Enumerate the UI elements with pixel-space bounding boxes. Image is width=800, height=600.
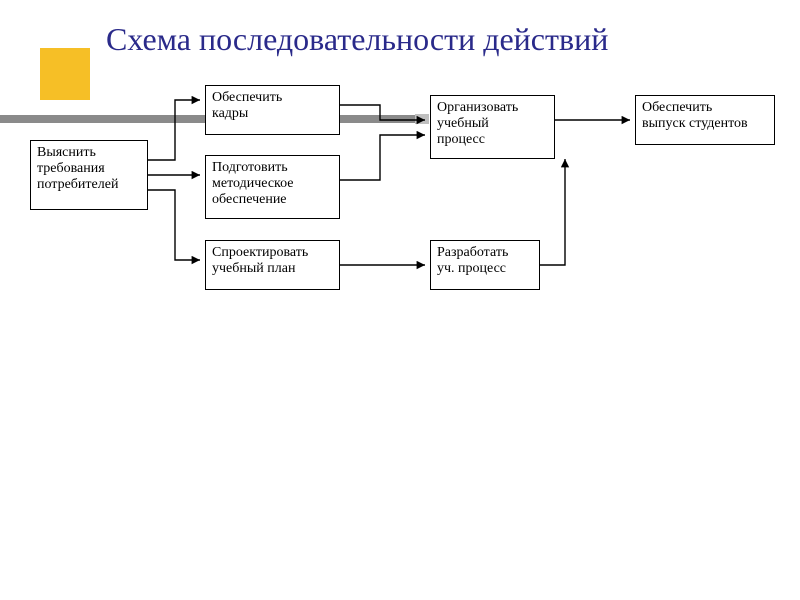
node-develop-process: Разработатьуч. процесс	[430, 240, 540, 290]
node-text-line: выпуск студентов	[642, 116, 768, 132]
deco-yellow-block	[40, 48, 90, 100]
edge-e3	[148, 190, 200, 260]
edge-e5	[340, 135, 425, 180]
node-requirements: Выяснитьтребованияпотребителей	[30, 140, 148, 210]
node-text-line: Обеспечить	[212, 90, 333, 106]
node-text-line: обеспечение	[212, 192, 333, 208]
node-text-line: Выяснить	[37, 145, 141, 161]
flow-arrows	[0, 0, 800, 600]
node-text-line: уч. процесс	[437, 261, 533, 277]
node-text-line: требования	[37, 161, 141, 177]
node-text-line: методическое	[212, 176, 333, 192]
node-organize-process: Организоватьучебныйпроцесс	[430, 95, 555, 159]
node-text-line: кадры	[212, 106, 333, 122]
diagram-stage: { "title": { "text": "Схема последовател…	[0, 0, 800, 600]
node-prepare-methodology: Подготовитьметодическоеобеспечение	[205, 155, 340, 219]
node-text-line: Спроектировать	[212, 245, 333, 261]
node-text-line: учебный план	[212, 261, 333, 277]
node-text-line: учебный	[437, 116, 548, 132]
node-design-curriculum: Спроектироватьучебный план	[205, 240, 340, 290]
node-text-line: Разработать	[437, 245, 533, 261]
node-text-line: Подготовить	[212, 160, 333, 176]
node-text-line: Организовать	[437, 100, 548, 116]
node-text-line: потребителей	[37, 177, 141, 193]
edge-e7	[540, 159, 565, 265]
node-text-line: Обеспечить	[642, 100, 768, 116]
node-graduate-students: Обеспечитьвыпуск студентов	[635, 95, 775, 145]
page-title: Схема последовательности действий	[106, 22, 608, 57]
deco-gray-notch	[415, 114, 429, 124]
node-provide-staff: Обеспечитькадры	[205, 85, 340, 135]
edge-e1	[148, 100, 200, 160]
node-text-line: процесс	[437, 132, 548, 148]
